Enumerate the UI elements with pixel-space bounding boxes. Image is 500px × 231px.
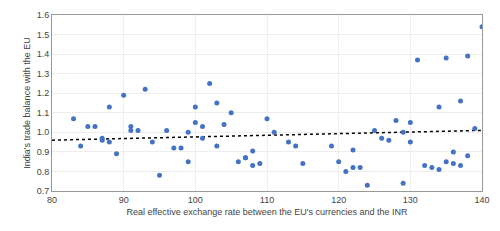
svg-text:1.4: 1.4 <box>37 49 50 59</box>
svg-text:Real effective exchange rate b: Real effective exchange rate between the… <box>126 207 408 217</box>
svg-text:80: 80 <box>47 195 57 205</box>
svg-text:1.2: 1.2 <box>37 88 50 98</box>
svg-text:100: 100 <box>188 195 203 205</box>
svg-text:130: 130 <box>403 195 418 205</box>
svg-text:1.3: 1.3 <box>37 69 50 79</box>
svg-text:India's trade balance with the: India's trade balance with the EU <box>22 37 32 168</box>
svg-text:110: 110 <box>260 195 274 205</box>
svg-text:0.7: 0.7 <box>37 186 50 196</box>
svg-text:120: 120 <box>331 195 346 205</box>
svg-text:1.0: 1.0 <box>37 127 50 137</box>
svg-text:140: 140 <box>474 195 489 205</box>
svg-text:90: 90 <box>119 195 129 205</box>
svg-text:1.6: 1.6 <box>37 10 50 20</box>
svg-text:1.1: 1.1 <box>37 108 50 118</box>
svg-text:0.8: 0.8 <box>37 167 50 177</box>
svg-text:1.5: 1.5 <box>37 30 50 40</box>
svg-text:0.9: 0.9 <box>37 147 50 157</box>
